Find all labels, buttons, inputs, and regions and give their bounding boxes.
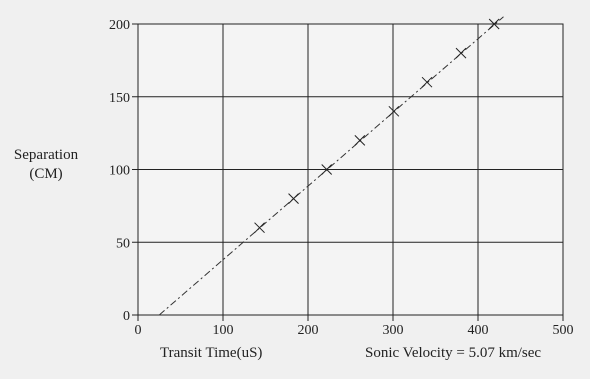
data-point bbox=[321, 164, 333, 175]
data-point bbox=[455, 47, 467, 59]
x-tick-label: 400 bbox=[468, 323, 489, 338]
tick-labels: 0 100 200 300 400 500 0 50 100 150 200 bbox=[109, 18, 574, 338]
y-tick-label: 100 bbox=[109, 164, 130, 179]
data-point-stroke bbox=[354, 135, 366, 146]
data-point bbox=[288, 193, 299, 204]
y-tick-label: 50 bbox=[116, 236, 130, 251]
data-point-stroke bbox=[254, 222, 265, 234]
y-tick-label: 0 bbox=[123, 309, 130, 324]
x-tick-label: 300 bbox=[383, 323, 404, 338]
y-axis-label: Separation (CM) bbox=[8, 146, 84, 184]
data-point-stroke bbox=[421, 76, 433, 88]
data-point-stroke bbox=[455, 47, 467, 59]
data-point-stroke bbox=[488, 18, 500, 30]
data-point bbox=[354, 135, 366, 146]
data-point-stroke bbox=[388, 105, 400, 117]
y-tick-label: 150 bbox=[109, 91, 130, 106]
fit-line-segment bbox=[158, 16, 504, 316]
y-tick-label: 200 bbox=[109, 18, 130, 33]
y-axis-label-line2: (CM) bbox=[29, 166, 63, 182]
x-tick-label: 0 bbox=[135, 323, 142, 338]
velocity-annotation: Sonic Velocity = 5.07 km/sec bbox=[365, 345, 542, 361]
x-axis-label: Transit Time(uS) bbox=[160, 345, 263, 361]
data-point bbox=[388, 105, 400, 117]
fit-line bbox=[158, 16, 504, 316]
data-point bbox=[488, 18, 500, 30]
data-point-stroke bbox=[321, 164, 333, 175]
data-points bbox=[254, 18, 500, 234]
x-tick-label: 100 bbox=[213, 323, 234, 338]
plot-frame bbox=[132, 23, 564, 321]
data-point-stroke bbox=[288, 193, 299, 204]
y-axis-label-line1: Separation bbox=[13, 147, 79, 163]
data-point bbox=[421, 76, 433, 88]
x-tick-label: 500 bbox=[553, 323, 574, 338]
x-tick-label: 200 bbox=[298, 323, 319, 338]
data-point bbox=[254, 222, 265, 234]
grid bbox=[138, 24, 563, 315]
